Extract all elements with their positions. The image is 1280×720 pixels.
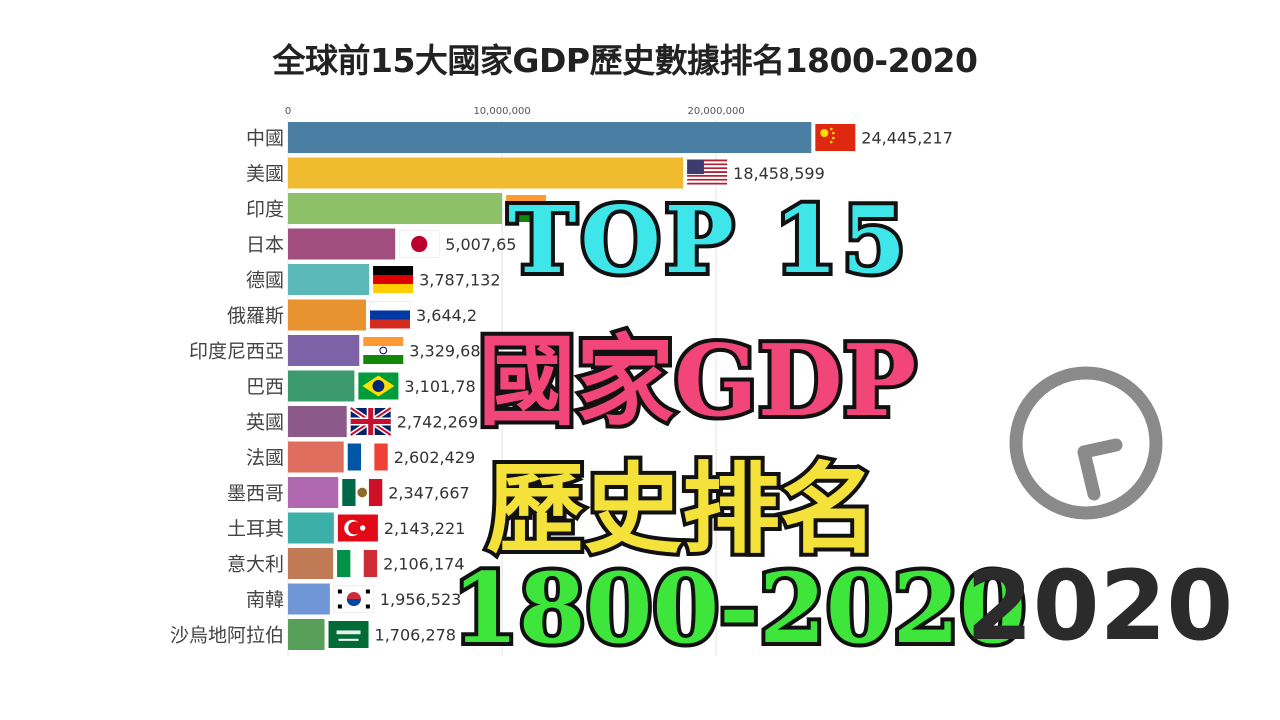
- clock-icon: [1009, 366, 1163, 520]
- russia-flag-icon: [369, 301, 411, 329]
- overlay-history-ranking-text: 歷史排名: [482, 448, 882, 571]
- value-label: 5,007,65: [445, 235, 516, 254]
- value-label: 3,329,68: [409, 342, 480, 361]
- value-label: 2,106,174: [383, 555, 464, 574]
- category-label: 印度尼西亞: [189, 341, 284, 363]
- bar-13: [288, 583, 330, 615]
- x-tick-label: 10,000,000: [473, 106, 530, 117]
- china-flag-icon: [815, 124, 856, 151]
- value-label: 1,956,523: [380, 590, 461, 609]
- india-flag-icon: [363, 337, 404, 364]
- bar-4: [288, 264, 370, 295]
- bar-6: [288, 335, 360, 366]
- category-label: 沙烏地阿拉伯: [170, 625, 284, 647]
- usa-flag-icon: [687, 159, 728, 187]
- bar-7: [288, 370, 355, 402]
- bar-10: [288, 477, 339, 508]
- bar-11: [288, 512, 334, 544]
- value-label: 2,347,667: [388, 484, 469, 503]
- bar-1: [288, 157, 684, 189]
- category-label: 德國: [246, 270, 284, 292]
- category-label: 日本: [246, 234, 284, 256]
- bar-8: [288, 406, 347, 437]
- italy-flag-icon: [337, 550, 378, 577]
- bar-12: [288, 548, 334, 579]
- germany-flag-icon: [373, 266, 414, 293]
- value-label: 2,742,269: [397, 413, 478, 432]
- category-label: 意大利: [227, 554, 284, 576]
- bar-5: [288, 299, 367, 331]
- brazil-flag-icon: [358, 372, 399, 400]
- turkey-flag-icon: [337, 514, 378, 542]
- saudi-flag-icon: [328, 621, 369, 648]
- value-label: 3,787,132: [419, 271, 500, 290]
- bar-0: [288, 122, 812, 153]
- category-label: 土耳其: [227, 518, 284, 540]
- category-label: 印度: [246, 199, 284, 221]
- korea-flag-icon: [333, 585, 375, 613]
- bar-3: [288, 228, 396, 260]
- bar-2: [288, 193, 503, 224]
- category-label: 巴西: [246, 376, 284, 398]
- chart-title: 全球前15大國家GDP歷史數據排名1800-2020: [272, 41, 978, 80]
- category-label: 南韓: [246, 589, 284, 611]
- overlay-top15-text: TOP 15: [504, 182, 910, 298]
- value-label: 3,644,2: [416, 306, 477, 325]
- current-year-label: 2020: [966, 550, 1234, 662]
- value-label: 3,101,78: [404, 377, 475, 396]
- uk-flag-icon: [349, 405, 393, 438]
- value-label: 2,602,429: [394, 448, 475, 467]
- category-label: 墨西哥: [227, 483, 284, 505]
- overlay-country-gdp-text: 國家GDP: [474, 320, 920, 443]
- value-label: 24,445,217: [861, 129, 953, 148]
- value-label: 2,143,221: [384, 519, 465, 538]
- category-label: 法國: [246, 447, 284, 469]
- value-label: 18,458,599: [733, 164, 825, 183]
- japan-flag-icon: [398, 230, 440, 258]
- x-tick-label: 0: [285, 106, 291, 117]
- category-label: 英國: [246, 412, 284, 434]
- category-label: 中國: [246, 128, 284, 150]
- bar-14: [288, 619, 325, 650]
- x-tick-label: 20,000,000: [688, 106, 745, 117]
- category-label: 俄羅斯: [227, 305, 284, 327]
- mexico-flag-icon: [342, 479, 383, 506]
- france-flag-icon: [347, 443, 388, 471]
- bar-9: [288, 441, 344, 473]
- india-flag-icon: [506, 195, 547, 222]
- value-label: 1,706,278: [375, 626, 456, 645]
- overlay-year-range-text: 1800-2020: [448, 548, 1030, 669]
- category-label: 美國: [246, 163, 284, 185]
